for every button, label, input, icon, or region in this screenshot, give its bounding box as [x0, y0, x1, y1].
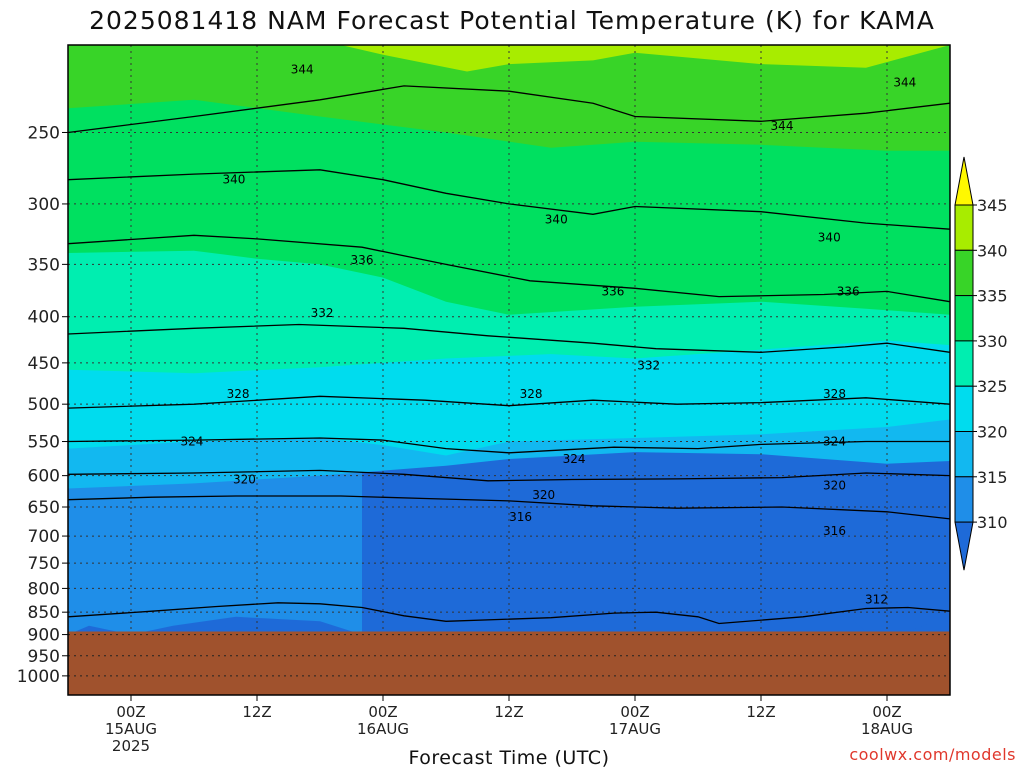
contour-label: 332 [637, 358, 660, 372]
fill-above-340 [68, 45, 950, 151]
contour-label: 324 [180, 435, 203, 449]
contour-344 [68, 85, 950, 134]
contour-label: 336 [351, 253, 374, 267]
contour-label: 328 [227, 387, 250, 401]
cold-pocket-4 [908, 623, 950, 632]
cold-pocket-2 [446, 619, 614, 632]
x-tick-sublabel: 2025 [112, 737, 150, 755]
y-tick-label: 500 [28, 395, 60, 415]
colorbar-segment [954, 340, 974, 387]
contour-label: 324 [563, 452, 586, 466]
contour-340 [68, 169, 950, 230]
x-tick-label: 12Z [494, 703, 523, 721]
contour-label: 344 [771, 119, 794, 133]
colorbar-segment [954, 385, 974, 433]
cold-pocket-3 [698, 613, 866, 632]
contour-label: 316 [509, 510, 532, 524]
y-tick-label: 900 [28, 626, 60, 646]
contour-labels: 344 344 344 340 340 340 336 336 336 332 332 328 328 3… [180, 63, 916, 607]
colorbar-arrow-bottom [954, 521, 974, 571]
y-tick-label: 400 [28, 308, 60, 328]
colorbar-label: 335 [977, 287, 1008, 306]
y-tick-label: 650 [28, 498, 60, 518]
x-tick-label: 00Z [872, 703, 901, 721]
contour-label: 344 [291, 63, 314, 77]
colorbar-label: 330 [977, 332, 1008, 351]
y-tick-label: 950 [28, 647, 60, 667]
contour-label: 320 [233, 473, 256, 487]
contour-label: 340 [545, 212, 568, 226]
y-tick-label: 300 [28, 195, 60, 215]
contour-336 [68, 234, 950, 303]
source-credit: coolwx.com/models [849, 745, 1016, 764]
colorbar-arrow-top [954, 156, 974, 206]
contour-label: 340 [818, 231, 841, 245]
x-tick-sublabel: 17AUG [609, 720, 661, 738]
contour-316 [68, 495, 950, 520]
contour-label: 328 [823, 387, 846, 401]
colorbar-label: 310 [977, 513, 1008, 532]
colorbar-label: 315 [977, 468, 1008, 487]
grid-lines [68, 45, 950, 695]
contour-332 [68, 323, 950, 353]
colorbar-label: 325 [977, 377, 1008, 396]
x-tick-label: 00Z [116, 703, 145, 721]
y-tick-label: 250 [28, 123, 60, 143]
colorbar-segment [954, 295, 974, 342]
x-tick-label: 12Z [242, 703, 271, 721]
contour-lines [68, 85, 950, 625]
y-axis: 250 300 350 400 450 500 550 600 650 700 750 800 850 9… [17, 123, 68, 687]
chart-title: 2025081418 NAM Forecast Potential Temper… [89, 6, 935, 35]
ground-fill [68, 631, 950, 695]
y-tick-label: 1000 [17, 667, 60, 687]
contour-label: 344 [893, 75, 916, 89]
colorbar-label: 345 [977, 196, 1008, 215]
contour-label: 324 [823, 435, 846, 449]
y-tick-label: 600 [28, 467, 60, 487]
colorbar-segment [954, 431, 974, 478]
y-tick-label: 800 [28, 579, 60, 599]
terrain-ground [68, 631, 950, 695]
y-tick-label: 450 [28, 354, 60, 374]
y-tick-label: 850 [28, 603, 60, 623]
contour-label: 312 [865, 593, 888, 607]
x-tick-label: 00Z [620, 703, 649, 721]
colorbar-segment [954, 204, 974, 251]
contour-label: 336 [837, 284, 860, 298]
filled-contours [68, 45, 950, 635]
contour-312 [68, 602, 950, 625]
contour-label: 320 [532, 488, 555, 502]
colorbar-label: 320 [977, 423, 1008, 442]
y-tick-label: 750 [28, 554, 60, 574]
contour-label: 328 [520, 387, 543, 401]
y-tick-label: 550 [28, 433, 60, 453]
y-tick-label: 350 [28, 255, 60, 275]
cold-pocket-1 [194, 622, 341, 632]
contour-label: 332 [311, 306, 334, 320]
x-axis-label: Forecast Time (UTC) [408, 747, 610, 769]
colorbar-segment [954, 249, 974, 297]
colorbar: 345 340 335 330 325 320 315 310 [954, 156, 1008, 571]
contour-label: 340 [222, 173, 245, 187]
x-tick-sublabel: 18AUG [861, 720, 913, 738]
colorbar-label: 340 [977, 241, 1008, 260]
contour-324 [68, 437, 950, 454]
y-tick-label: 700 [28, 527, 60, 547]
contour-label: 316 [823, 524, 846, 538]
x-tick-sublabel: 16AUG [357, 720, 409, 738]
x-tick-label: 12Z [746, 703, 775, 721]
x-tick-sublabel: 15AUG [105, 720, 157, 738]
colorbar-segment [954, 476, 974, 523]
contour-label: 336 [601, 284, 624, 298]
contour-320 [68, 469, 950, 482]
x-tick-label: 00Z [368, 703, 397, 721]
contour-328 [68, 395, 950, 409]
contour-label: 320 [823, 478, 846, 492]
